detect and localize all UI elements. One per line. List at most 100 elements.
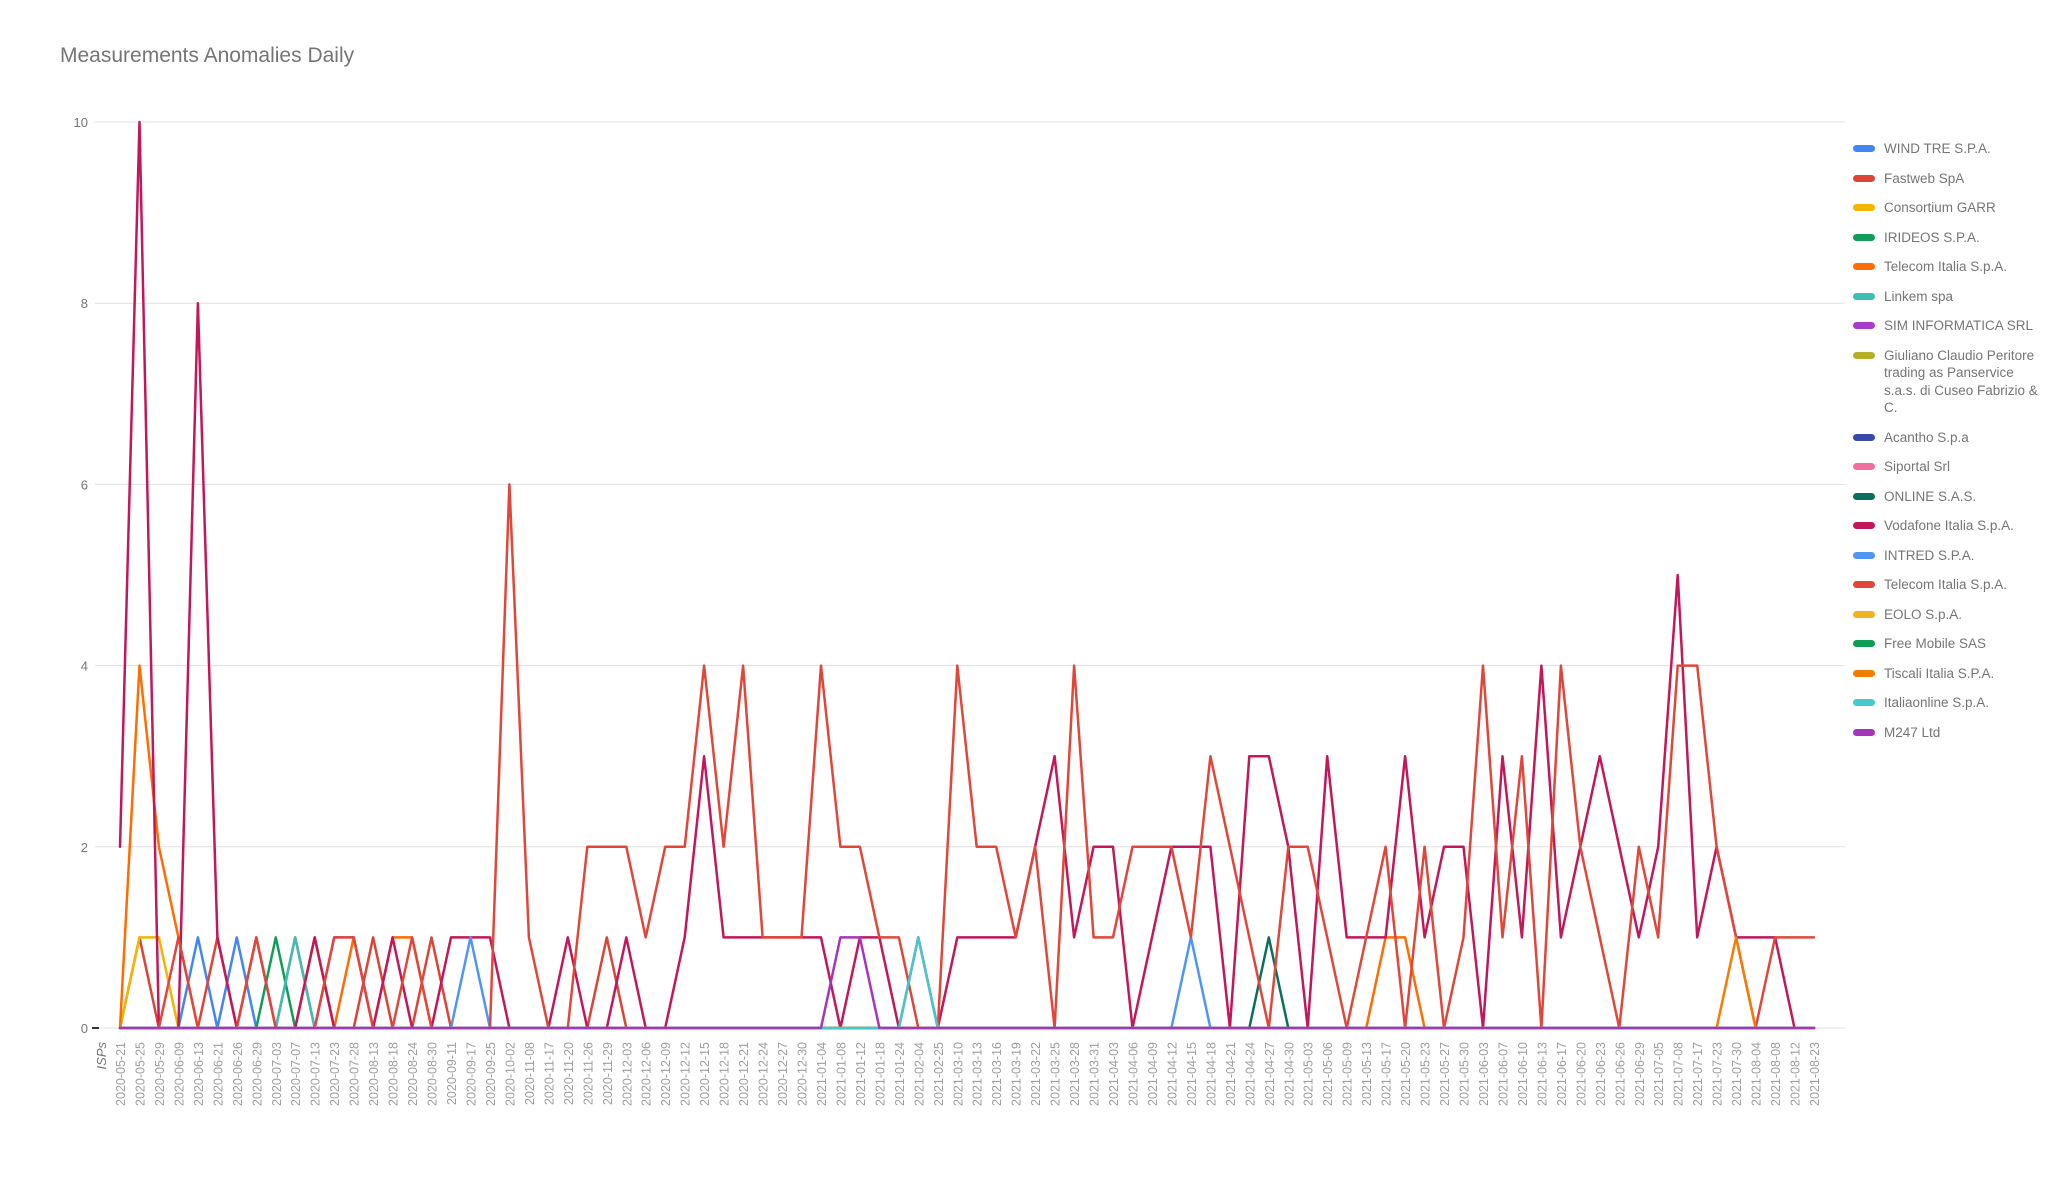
- legend-label: Fastweb SpA: [1884, 170, 1965, 186]
- x-tick-label: 2021-05-27: [1438, 1042, 1452, 1106]
- x-tick-label: 2021-01-24: [893, 1042, 907, 1106]
- legend-item: Italiaonline S.p.A.: [1853, 694, 2048, 712]
- x-tick-label: 2020-06-13: [192, 1042, 206, 1106]
- legend-label: SIM INFORMATICA SRL: [1884, 318, 2034, 333]
- x-tick-label: 2020-08-24: [406, 1042, 420, 1106]
- legend-swatch-icon: [1853, 351, 1875, 359]
- legend-item: M247 Ltd: [1853, 724, 2048, 742]
- x-tick-label: 2020-12-12: [679, 1042, 693, 1106]
- x-tick-label: 2020-08-30: [426, 1042, 440, 1106]
- legend-item: Linkem spa: [1853, 288, 2048, 306]
- x-tick-label: 2021-01-04: [815, 1042, 829, 1106]
- series-line-12: [118, 936, 1816, 1030]
- y-tick-label: 10: [74, 115, 88, 130]
- x-tick-label: 2020-08-13: [367, 1042, 381, 1106]
- x-tick-label: 2020-11-26: [581, 1042, 595, 1105]
- series-line-7: [118, 936, 1816, 1030]
- legend-item: IRIDEOS S.P.A.: [1853, 229, 2048, 247]
- x-tick-label: 2020-12-09: [659, 1042, 673, 1106]
- x-tick-label: 2021-01-12: [854, 1042, 868, 1106]
- x-tick-label: 2020-12-03: [620, 1042, 634, 1106]
- x-tick-label: 2021-06-03: [1477, 1042, 1491, 1106]
- x-tick-label: 2021-03-28: [1068, 1042, 1082, 1106]
- x-tick-label: 2021-04-09: [1146, 1042, 1160, 1106]
- x-tick-label: 2021-01-08: [834, 1042, 848, 1106]
- legend-swatch-icon: [1853, 233, 1875, 241]
- x-tick-label: 2021-04-24: [1243, 1042, 1257, 1106]
- legend-label: Vodafone Italia S.p.A.: [1884, 518, 2014, 533]
- x-tick-label: 2020-12-15: [698, 1042, 712, 1106]
- legend-item: Siportal Srl: [1853, 458, 2048, 476]
- x-tick-label: 2021-06-26: [1613, 1042, 1627, 1106]
- x-tick-label: 2021-06-07: [1496, 1042, 1510, 1106]
- legend-label: Tiscali Italia S.P.A.: [1884, 665, 1995, 681]
- x-axis-title: ISPs: [94, 1042, 109, 1070]
- x-tick-label: 2021-05-20: [1399, 1042, 1413, 1106]
- legend-swatch-icon: [1853, 463, 1875, 470]
- legend-item: Free Mobile SAS: [1853, 635, 2048, 653]
- series-line-18: [118, 936, 1816, 1030]
- legend-swatch-icon: [1853, 610, 1875, 618]
- legend-item: ONLINE S.A.S.: [1853, 488, 2048, 506]
- legend-item: Consortium GARR: [1853, 199, 2048, 217]
- legend-label: M247 Ltd: [1884, 724, 1941, 740]
- legend-item: Fastweb SpA: [1853, 170, 2048, 188]
- x-tick-label: 2020-05-21: [114, 1042, 128, 1106]
- x-tick-label: 2021-04-15: [1185, 1042, 1199, 1106]
- x-tick-label: 2021-03-16: [990, 1042, 1004, 1106]
- legend-item: WIND TRE S.P.A.: [1853, 140, 2048, 158]
- series-line-5: [118, 936, 1816, 1030]
- legend-item: Acantho S.p.a: [1853, 429, 2048, 447]
- series-line-0: [118, 936, 1816, 1030]
- x-tick-label: 2021-07-05: [1652, 1042, 1666, 1106]
- legend-swatch-icon: [1853, 669, 1875, 677]
- x-tick-label: 2021-06-13: [1535, 1042, 1549, 1106]
- x-tick-label: 2021-06-23: [1594, 1042, 1608, 1106]
- x-tick-label: 2021-08-12: [1789, 1042, 1803, 1106]
- legend-item: Vodafone Italia S.p.A.: [1853, 517, 2048, 535]
- x-tick-label: 2020-05-29: [153, 1042, 167, 1106]
- legend-swatch-icon: [1853, 699, 1875, 706]
- x-tick-label: 2021-07-30: [1730, 1042, 1744, 1106]
- legend-item: Tiscali Italia S.P.A.: [1853, 665, 2048, 683]
- x-tick-label: 2020-07-23: [328, 1042, 342, 1106]
- x-tick-label: 2020-06-29: [250, 1042, 264, 1106]
- legend-swatch-icon: [1853, 204, 1875, 211]
- x-tick-label: 2021-05-30: [1458, 1042, 1472, 1106]
- x-tick-label: 2020-06-21: [211, 1042, 225, 1106]
- legend-item: Telecom Italia S.p.A.: [1853, 576, 2048, 594]
- x-tick-label: 2021-05-13: [1360, 1042, 1374, 1106]
- legend-label: IRIDEOS S.P.A.: [1884, 229, 1980, 245]
- legend-swatch-icon: [1853, 145, 1875, 152]
- series-line-16: [118, 936, 1816, 1030]
- legend-swatch-icon: [1853, 551, 1875, 559]
- x-tick-label: 2021-04-03: [1107, 1042, 1121, 1106]
- x-tick-label: 2020-11-17: [542, 1042, 556, 1105]
- x-tick-label: 2020-09-17: [464, 1042, 478, 1106]
- legend-swatch-icon: [1853, 174, 1875, 182]
- x-tick-label: 2020-07-28: [348, 1042, 362, 1106]
- x-tick-label: 2020-11-29: [601, 1042, 615, 1105]
- legend-item: Telecom Italia S.p.A.: [1853, 258, 2048, 276]
- x-tick-label: 2021-04-30: [1282, 1042, 1296, 1106]
- x-tick-label: 2020-12-06: [640, 1042, 654, 1106]
- y-tick-label: 6: [81, 477, 88, 492]
- y-tick-label: 0: [81, 1021, 88, 1036]
- y-tick-label: 8: [81, 296, 88, 311]
- x-tick-label: 2020-09-25: [484, 1042, 498, 1106]
- legend-label: Siportal Srl: [1884, 459, 1951, 474]
- x-tick-label: 2021-03-19: [1010, 1042, 1024, 1106]
- series-line-1: [118, 936, 1816, 1030]
- x-tick-label: 2021-07-23: [1711, 1042, 1725, 1106]
- series-line-11: [118, 120, 1816, 1030]
- x-tick-label: 2021-04-12: [1165, 1042, 1179, 1106]
- legend-label: Acantho S.p.a: [1884, 429, 1969, 445]
- x-tick-label: 2020-07-03: [270, 1042, 284, 1106]
- x-tick-label: 2021-03-10: [951, 1042, 965, 1106]
- legend-swatch-icon: [1853, 322, 1875, 329]
- legend-label: Telecom Italia S.p.A.: [1884, 577, 2008, 592]
- x-tick-label: 2020-12-30: [795, 1042, 809, 1106]
- legend-swatch-icon: [1853, 728, 1875, 736]
- x-tick-label: 2020-12-27: [776, 1042, 790, 1106]
